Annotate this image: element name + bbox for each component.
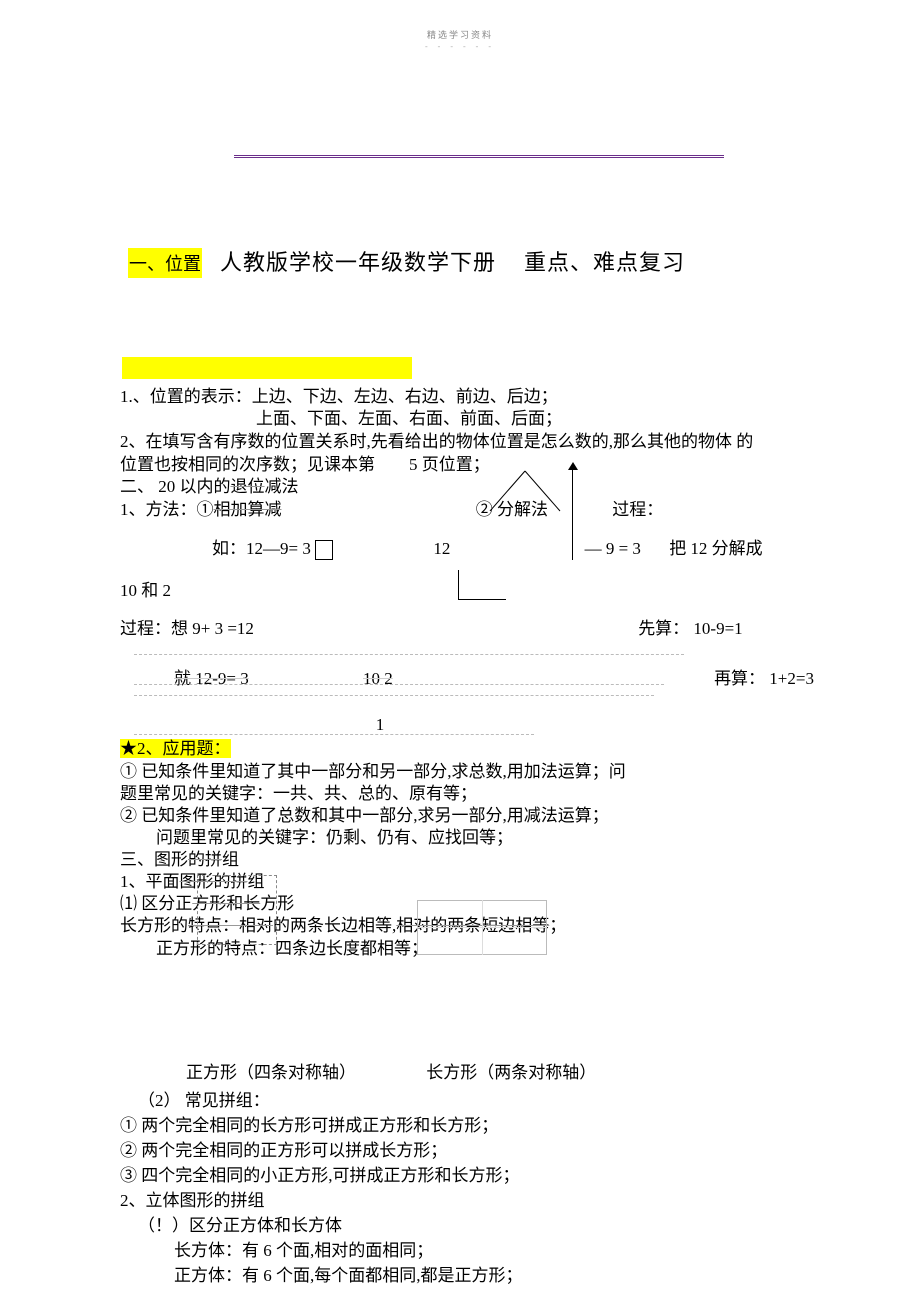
square-dashed-shape: [197, 875, 277, 945]
rect-caption: 长方形（两条对称轴）: [426, 1063, 596, 1082]
wavy-4: [134, 734, 534, 735]
line-28: 正方体：有 6 个面,每个面都相同,都是正方形；: [120, 1265, 820, 1287]
line-3-pre: 二、 20 以内的: [120, 477, 231, 496]
eq-result: 就 12-9= 3: [174, 669, 249, 688]
page-header: 精选学习资料: [0, 28, 920, 41]
eq-split12: 把 12 分解成: [669, 539, 763, 558]
sec3-post: 组: [222, 850, 239, 869]
method-1: 1、方法：①: [120, 500, 214, 519]
page-header-sub: - - - - - -: [0, 42, 920, 51]
eq-minus9: — 9 = 3: [585, 539, 641, 558]
split-v-diagram: [460, 466, 590, 516]
title-sub: 重点、难点复习: [524, 245, 685, 277]
line-3-strike: 退位: [231, 477, 265, 496]
method-proc: 过程：: [612, 500, 663, 519]
l16-pre: 1、平面: [120, 872, 180, 891]
method-1-strike: 相加算减: [214, 500, 282, 519]
l17-pre: ⑴ 区分正: [120, 894, 192, 913]
line-5: 如：12—9= 3 12 — 9 = 3 把 12 分解成: [120, 538, 820, 560]
rect-mid-v: [482, 900, 483, 955]
sec3-pre: 三、图形: [120, 850, 188, 869]
line-2: 2、在填写含有序数的位置关系时,先看给出的物体位置是怎么数的,那么其他的物体 的: [120, 431, 820, 453]
line-21: （2） 常见拼组：: [120, 1090, 820, 1112]
vertical-arrow-line: [572, 466, 573, 560]
title-row: 一、位置 人教版学校一年级数学下册 重点、难点复习: [128, 245, 685, 278]
proc-first: 先算： 10-9=1: [638, 619, 743, 638]
split-10-2: 10 2: [363, 669, 393, 688]
line-14: 问题里常见的关键字：仍剩、仍有、应找回等；: [120, 827, 820, 849]
line-12: 题里常见的关键字：一共、共、总的、原有等；: [120, 783, 820, 805]
line-9: 1: [120, 714, 640, 736]
line-1: 1.、位置的表示：上边、下边、左边、右边、前边、后边；: [120, 386, 820, 408]
l18-mid: 的两条长边相等,: [273, 916, 396, 935]
square-caption: 正方形（四条对称轴）: [186, 1063, 356, 1082]
answer-box: [315, 540, 333, 560]
line-27: 长方体：有 6 个面,相对的面相同；: [120, 1240, 820, 1262]
line-6: 10 和 2: [120, 580, 820, 602]
divider-top: [234, 155, 724, 158]
eq-ex1: 如：12—9= 3: [212, 539, 311, 558]
line-3-post: 减法: [265, 477, 299, 496]
eq-12: 12: [433, 539, 450, 558]
line-1b: 上面、下面、左面、右面、前面、后面；: [120, 408, 820, 430]
arrow-head-icon: [568, 462, 578, 470]
line-26: （！）区分正方体和长方体: [120, 1215, 820, 1237]
line-24: ③ 四个完全相同的小正方形,可拼成正方形和长方形；: [120, 1165, 820, 1187]
line-15: 三、图形的拼组: [120, 849, 820, 871]
proc-second: 再算： 1+2=3: [714, 664, 814, 689]
title-main: 人教版学校一年级数学下册: [220, 245, 496, 277]
proc-think: 过程：想 9+ 3 =12: [120, 619, 254, 638]
line-20: 正方形（四条对称轴） 长方形（两条对称轴）: [120, 1062, 820, 1084]
wavy-1: [134, 654, 684, 655]
l18-pre: 长方形的: [120, 916, 188, 935]
yellow-bar: [122, 357, 412, 379]
line-25: 2、立体图形的拼组: [120, 1190, 820, 1212]
section-label-hl: 一、位置: [128, 248, 202, 278]
line-22: ① 两个完全相同的长方形可拼成正方形和长方形；: [120, 1115, 820, 1137]
sec3-strike: 的拼: [188, 850, 222, 869]
line-10: ★2、应用题：: [120, 738, 820, 760]
wavy-2: [134, 684, 664, 685]
line-7: 过程：想 9+ 3 =12 先算： 10-9=1: [120, 618, 820, 640]
line-13: ② 已知条件里知道了总数和其中一部分,求另一部分,用减法运算；: [120, 805, 820, 827]
line-11: ① 已知条件里知道了其中一部分和另一部分,求总数,用加法运算；问: [120, 761, 820, 783]
wavy-3: [134, 695, 654, 696]
line-23: ② 两个完全相同的正方形可以拼成长方形；: [120, 1140, 820, 1162]
l18-post: ；: [549, 916, 566, 935]
app-problem-hl: ★2、应用题：: [120, 739, 231, 758]
